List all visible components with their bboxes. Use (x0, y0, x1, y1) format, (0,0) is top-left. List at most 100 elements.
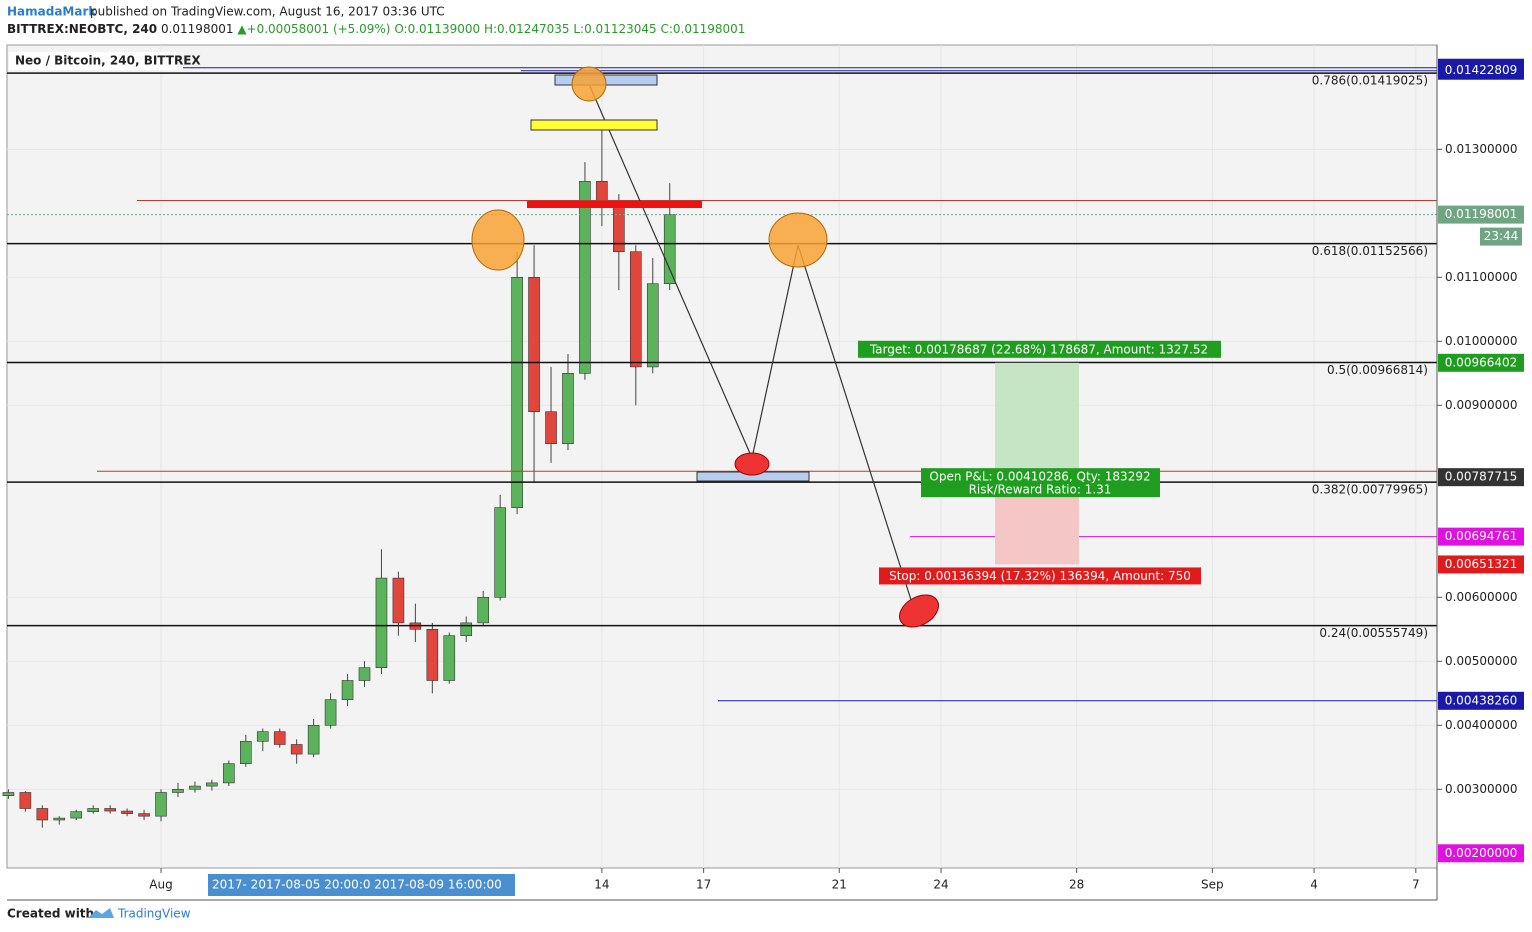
countdown: 23:44 (1484, 229, 1519, 243)
candle-body (562, 373, 574, 445)
ohlc: C:0.01198001 (660, 22, 745, 36)
y-tick-label: 0.00900000 (1445, 398, 1518, 412)
price-label: 0.00438260 (1445, 693, 1518, 707)
published: published on TradingView.com, August 16,… (90, 5, 445, 19)
author[interactable]: HamadaMark (7, 5, 97, 19)
candle-body (426, 628, 439, 681)
pnl-box (921, 468, 1160, 498)
price-label: 0.01198001 (1445, 207, 1518, 221)
y-tick-label: 0.00500000 (1445, 654, 1518, 668)
candle-body (36, 808, 49, 821)
candle-body (443, 635, 456, 681)
fib-label: 0.24(0.00555749) (1319, 626, 1428, 640)
candle-body (646, 283, 659, 368)
entry-price: 0.00787715 (1445, 470, 1518, 484)
candle-body (223, 763, 235, 784)
candle-body (630, 251, 642, 368)
candle-body (324, 699, 337, 726)
target-price: 0.00966402 (1445, 355, 1518, 369)
price-axis (1437, 45, 1532, 868)
price-label: 0.00694761 (1445, 529, 1518, 543)
marker (471, 209, 525, 271)
x-tick-label: 21 (832, 878, 847, 892)
header-line: BITTREX:NEOBTC, 240 0.01198001 ▲+0.00058… (7, 22, 745, 36)
candle-body (87, 808, 99, 812)
candle-body (206, 782, 218, 787)
candle-body (240, 740, 252, 764)
target-text: Target: 0.00178687 (22.68%) 178687, Amou… (869, 342, 1208, 356)
fib-label: 0.618(0.01152566) (1312, 244, 1428, 258)
marker (899, 594, 939, 628)
candle-body (460, 622, 473, 636)
x-tick-label: 4 (1310, 878, 1318, 892)
ohlc: O:0.01139000 (394, 22, 480, 36)
candle-body (528, 277, 540, 413)
fib-label: 0.5(0.00966814) (1327, 363, 1428, 377)
x-tick-label: Sep (1201, 878, 1224, 892)
candle-body (104, 808, 116, 812)
price-label-bg (1438, 61, 1524, 80)
stop-price-bg (1438, 555, 1524, 574)
candle-body (2, 792, 15, 796)
candle-body (494, 507, 506, 598)
candle-body (477, 596, 489, 624)
x-tick-label: 24 (933, 878, 948, 892)
price-label: 0.01422809 (1445, 63, 1518, 77)
candle-body (579, 181, 591, 374)
candle-body (70, 811, 83, 819)
stop-box (879, 567, 1201, 585)
x-tick-label: Aug (149, 878, 172, 892)
marker (571, 66, 607, 102)
y-tick-label: 0.00600000 (1445, 590, 1518, 604)
footer-text: Created with (7, 907, 94, 921)
zone (530, 119, 658, 131)
y-tick-label: 0.01100000 (1445, 270, 1518, 284)
candle-body (53, 817, 66, 821)
price-label-bg (1438, 844, 1524, 863)
ohlc: L:0.01123045 (573, 22, 656, 36)
range-label: 2017- 2017-08-05 20:00:0 2017-08-09 16:0… (212, 878, 502, 892)
fib-label: 0.786(0.01419025) (1312, 74, 1428, 88)
candle-body (307, 724, 320, 755)
x-tick-label: 7 (1412, 878, 1420, 892)
price-label: 0.00200000 (1445, 846, 1518, 860)
candle-body (392, 577, 405, 624)
pnl-text: Open P&L: 0.00410286, Qty: 183292 (929, 470, 1150, 484)
candle-body (256, 731, 269, 742)
candle-body (596, 181, 608, 201)
chart-title: Neo / Bitcoin, 240, BITTREX (15, 54, 201, 68)
y-tick-label: 0.01000000 (1445, 334, 1518, 348)
countdown-bg (1480, 227, 1522, 246)
candle-body (545, 411, 557, 445)
y-tick-label: 0.00300000 (1445, 782, 1518, 796)
candle-body (138, 813, 150, 817)
price-label-bg (1438, 205, 1524, 224)
candle-body (290, 744, 303, 755)
target-box (858, 340, 1221, 358)
arrow (797, 244, 920, 626)
stop-price: 0.00651321 (1445, 557, 1518, 571)
zone (527, 201, 702, 208)
fib-label: 0.382(0.00779965) (1312, 483, 1428, 497)
candle-body (375, 577, 388, 668)
ohlc: H:0.01247035 (484, 22, 570, 36)
footer-brand[interactable]: TradingView (117, 907, 191, 921)
symbol: BITTREX:NEOBTC, 240 (7, 22, 157, 36)
plot-area (6, 44, 1438, 869)
legend-bg (9, 52, 177, 70)
candle-body (155, 792, 167, 817)
candle-body (341, 680, 354, 700)
rr-text: Risk/Reward Ratio: 1.31 (969, 483, 1112, 497)
candle-body (511, 277, 523, 508)
arrow (751, 244, 799, 459)
x-tick-label: 14 (594, 878, 609, 892)
entry-price-bg (1438, 468, 1524, 487)
logo (88, 908, 114, 918)
arrow (588, 83, 753, 459)
price-label-bg (1438, 527, 1524, 546)
target-zone (995, 362, 1079, 478)
price-label-bg (1438, 691, 1524, 710)
candle-body (273, 731, 286, 745)
target-price-bg (1438, 353, 1524, 372)
